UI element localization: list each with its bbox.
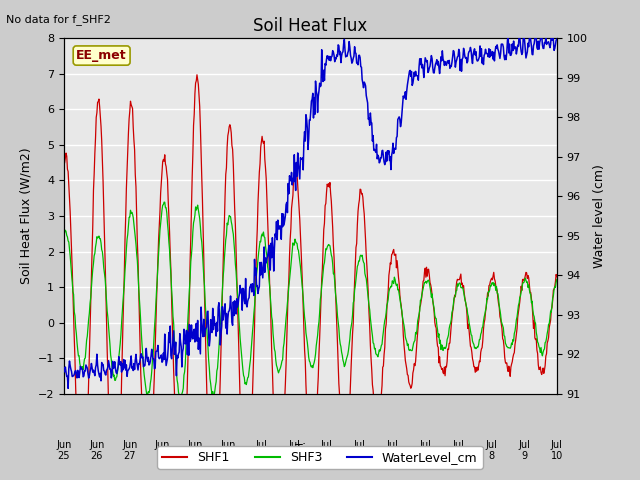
- Text: Jun
29: Jun 29: [188, 440, 203, 461]
- Y-axis label: Water level (cm): Water level (cm): [593, 164, 606, 268]
- Text: Jul
1: Jul 1: [255, 440, 267, 461]
- Y-axis label: Soil Heat Flux (W/m2): Soil Heat Flux (W/m2): [19, 148, 32, 284]
- Text: Jun
28: Jun 28: [155, 440, 170, 461]
- Text: Time: Time: [295, 444, 326, 456]
- Text: Jul
8: Jul 8: [485, 440, 497, 461]
- Text: Jul
5: Jul 5: [387, 440, 399, 461]
- Text: No data for f_SHF2: No data for f_SHF2: [6, 14, 111, 25]
- Text: Jun
26: Jun 26: [89, 440, 104, 461]
- Text: Jun
27: Jun 27: [122, 440, 138, 461]
- Text: Jun
30: Jun 30: [221, 440, 236, 461]
- Text: Jul
7: Jul 7: [452, 440, 464, 461]
- Text: Jul
2: Jul 2: [288, 440, 300, 461]
- Text: Jul
9: Jul 9: [518, 440, 530, 461]
- Text: Jul
3: Jul 3: [321, 440, 333, 461]
- Legend: SHF1, SHF3, WaterLevel_cm: SHF1, SHF3, WaterLevel_cm: [157, 446, 483, 469]
- Text: EE_met: EE_met: [76, 49, 127, 62]
- Text: Jul
4: Jul 4: [354, 440, 365, 461]
- Title: Soil Heat Flux: Soil Heat Flux: [253, 17, 367, 36]
- Text: Jun
25: Jun 25: [56, 440, 72, 461]
- Text: Jul
6: Jul 6: [419, 440, 431, 461]
- Text: Jul
10: Jul 10: [550, 440, 563, 461]
